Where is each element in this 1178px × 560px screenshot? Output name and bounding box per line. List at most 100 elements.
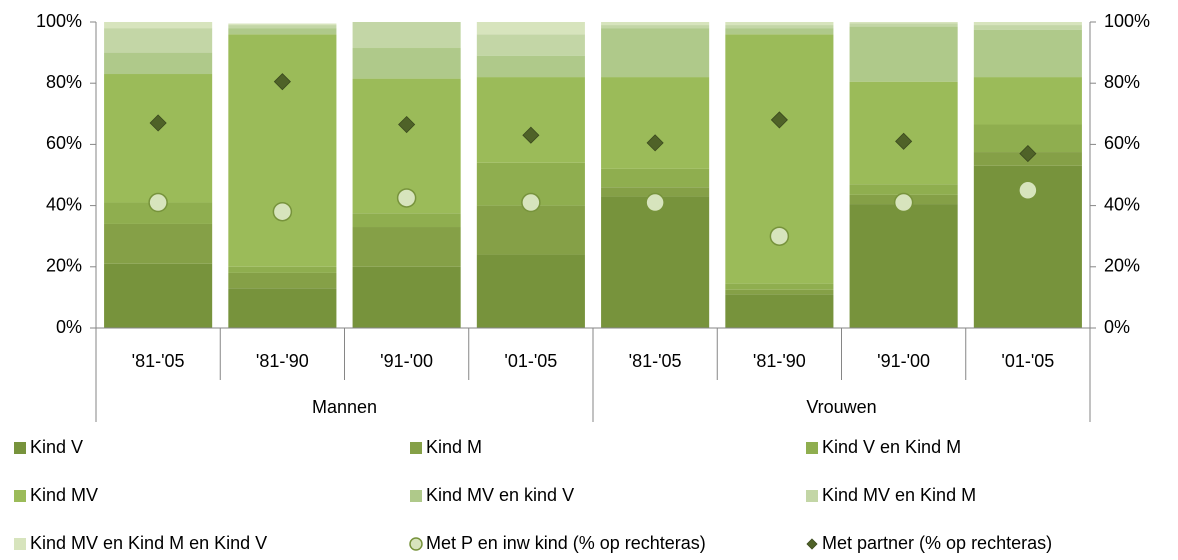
bar-segment [973, 29, 1082, 78]
bar-segment [973, 77, 1082, 125]
y2-tick-label: 60% [1104, 133, 1140, 153]
marker-diamond [806, 538, 818, 550]
x-tick-label: '81-'90 [256, 351, 309, 371]
legend-label: Kind V en Kind M [822, 437, 961, 457]
bar-segment [104, 28, 213, 53]
bar-segment [601, 168, 710, 188]
x-tick-label: '81-'90 [753, 351, 806, 371]
y2-tick-label: 20% [1104, 256, 1140, 276]
bar-segment [476, 77, 585, 163]
marker-circle [1018, 180, 1038, 201]
bar-segment [973, 22, 1082, 26]
marker-circle [645, 192, 665, 213]
bar-segment [228, 23, 337, 26]
legend-label: Kind MV en Kind M en Kind V [30, 533, 267, 553]
bar-segment [725, 25, 834, 29]
marker-circle [396, 188, 417, 208]
y-tick-label: 40% [46, 194, 82, 214]
bar-segment [725, 289, 834, 295]
bar-segment [849, 23, 958, 27]
y-tick-label: 20% [46, 256, 82, 276]
bar-segment [352, 48, 461, 79]
bar-segment [228, 34, 337, 267]
bar-segment [849, 26, 958, 82]
x-tick-label: '91-'00 [877, 351, 930, 371]
bar-segment [104, 52, 213, 75]
x-tick-label: '81-'05 [132, 351, 185, 371]
bar-segment [849, 184, 958, 195]
bar-segment [725, 34, 834, 284]
bar-segment [476, 34, 585, 56]
legend-label: Kind M [426, 437, 482, 457]
marker-diamond [149, 114, 167, 132]
marker-diamond [646, 134, 664, 152]
bar-segment [104, 74, 213, 203]
marker-diamond [895, 132, 913, 150]
bar-segment [601, 22, 710, 26]
marker-circle [893, 192, 914, 213]
legend-swatch [806, 442, 818, 454]
y-tick-label: 0% [56, 317, 82, 337]
bar-segment [228, 25, 337, 29]
marker-circle [409, 537, 423, 551]
bar-segment [601, 196, 710, 328]
bar-segment [104, 263, 213, 328]
legend-swatch [410, 442, 422, 454]
legend-label: Kind V [30, 437, 83, 457]
bar-segment [973, 25, 1082, 30]
bar-segment [104, 22, 213, 29]
bar-segment [601, 28, 710, 78]
marker-circle [769, 226, 790, 246]
bar-segment [601, 25, 710, 29]
y-tick-label: 60% [46, 133, 82, 153]
bar-segment [104, 223, 213, 264]
bar-segment [228, 28, 337, 35]
bar-segment [601, 187, 710, 197]
x-tick-label: '01-'05 [1001, 351, 1054, 371]
legend-label: Kind MV en kind V [426, 485, 574, 505]
y2-tick-label: 100% [1104, 11, 1150, 31]
marker-circle [272, 201, 293, 222]
bar-segment [104, 202, 213, 224]
bar-segment [849, 22, 958, 24]
bar-segment [849, 204, 958, 328]
marker-diamond [273, 73, 291, 91]
bar-segment [228, 288, 337, 328]
marker-diamond [398, 115, 416, 134]
marker-diamond [770, 111, 788, 129]
y-tick-label: 80% [46, 72, 82, 92]
bar-segment [228, 272, 337, 289]
legend-swatch [14, 442, 26, 454]
marker-circle [148, 192, 168, 213]
bar-segment [352, 22, 461, 49]
bar-segment [725, 283, 834, 290]
bar-segment [476, 22, 585, 35]
bar-segment [725, 22, 834, 26]
group-label: Vrouwen [806, 397, 876, 417]
group-label: Mannen [312, 397, 377, 417]
y2-tick-label: 0% [1104, 317, 1130, 337]
bar-segment [476, 55, 585, 78]
bar-segment [352, 227, 461, 267]
legend-swatch [14, 538, 26, 550]
bar-segment [476, 205, 585, 255]
legend-label: Met P en inw kind (% op rechteras) [426, 533, 706, 553]
y2-tick-label: 80% [1104, 72, 1140, 92]
bar-segment [352, 213, 461, 228]
legend-swatch [14, 490, 26, 502]
y-tick-label: 100% [36, 11, 82, 31]
bar-segment [725, 294, 834, 328]
legend-label: Met partner (% op rechteras) [822, 533, 1052, 553]
legend-label: Kind MV en Kind M [822, 485, 976, 505]
marker-diamond [522, 126, 540, 144]
bar-segment [228, 266, 337, 273]
y2-tick-label: 40% [1104, 194, 1140, 214]
legend-label: Kind MV [30, 485, 98, 505]
bar-segment [476, 254, 585, 328]
legend-swatch [806, 490, 818, 502]
bar-segment [725, 28, 834, 35]
bar-segment [352, 266, 461, 328]
x-tick-label: '91-'00 [380, 351, 433, 371]
marker-diamond [1019, 145, 1037, 163]
x-tick-label: '81-'05 [629, 351, 682, 371]
